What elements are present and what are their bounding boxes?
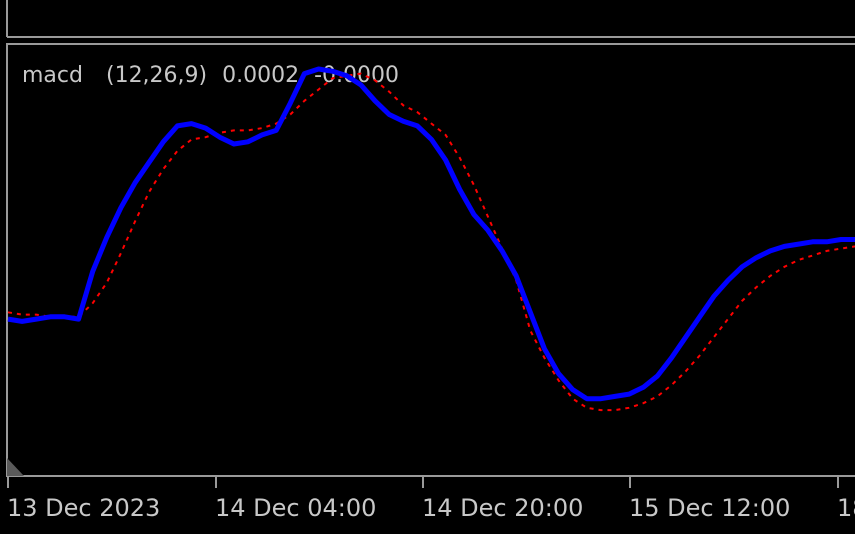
indicator-pane (6, 43, 855, 477)
x-tick-label: 14 Dec 04:00 (215, 494, 376, 522)
pane-resize-handle-icon[interactable] (7, 458, 24, 476)
upper-pane (0, 0, 855, 37)
x-axis: 13 Dec 2023 14 Dec 04:00 14 Dec 20:00 15 De… (7, 477, 855, 522)
x-tick-label: 15 Dec 12:00 (629, 494, 790, 522)
series-signal-line (7, 72, 855, 412)
indicator-params: (12,26,9) (106, 63, 207, 88)
series-main-line (7, 66, 855, 402)
x-tick-label: 14 Dec 20:00 (422, 494, 583, 522)
indicator-name: macd (22, 63, 83, 88)
x-tick-label: 18 (837, 494, 855, 522)
x-tick-label: 13 Dec 2023 (7, 494, 160, 522)
indicator-main-value: 0.0002 (222, 63, 299, 88)
plot-lines (7, 66, 855, 412)
